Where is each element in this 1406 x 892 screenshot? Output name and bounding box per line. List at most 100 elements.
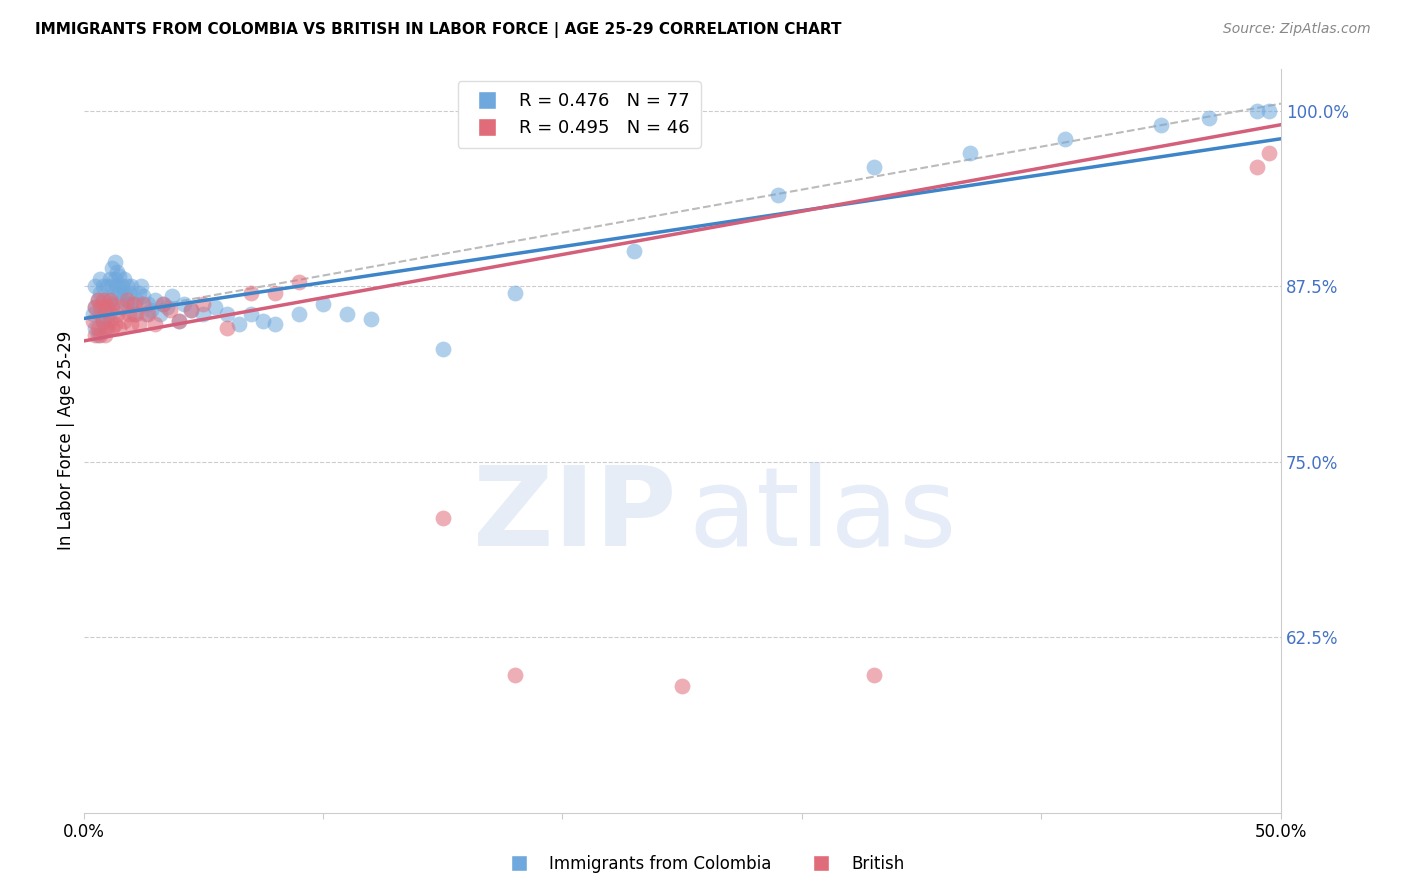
Point: [108, 269, 131, 284]
Text: atlas: atlas: [688, 462, 956, 569]
Point: [288, 307, 311, 321]
Point: [264, 286, 287, 301]
Point: [84, 300, 107, 314]
Point: [623, 244, 645, 259]
Point: [87, 321, 110, 335]
Point: [98, 272, 121, 286]
Point: [122, 307, 145, 321]
Point: [104, 272, 127, 286]
Point: [125, 307, 148, 321]
Point: [96, 314, 118, 328]
Point: [193, 307, 215, 321]
Point: [111, 300, 134, 314]
Point: [959, 145, 981, 160]
Point: [87, 293, 110, 308]
Point: [101, 300, 124, 314]
Point: [217, 307, 239, 321]
Point: [1150, 118, 1173, 132]
Point: [1246, 103, 1268, 118]
Point: [862, 668, 884, 682]
Point: [112, 314, 135, 328]
Text: Source: ZipAtlas.com: Source: ZipAtlas.com: [1223, 22, 1371, 37]
Point: [96, 300, 118, 314]
Point: [111, 279, 134, 293]
Point: [118, 286, 141, 301]
Point: [104, 255, 127, 269]
Point: [101, 279, 124, 293]
Text: IMMIGRANTS FROM COLOMBIA VS BRITISH IN LABOR FORCE | AGE 25-29 CORRELATION CHART: IMMIGRANTS FROM COLOMBIA VS BRITISH IN L…: [35, 22, 842, 38]
Point: [91, 300, 114, 314]
Point: [160, 289, 183, 303]
Point: [120, 317, 142, 331]
Point: [139, 303, 162, 318]
Point: [228, 317, 250, 331]
Point: [503, 286, 526, 301]
Point: [360, 311, 382, 326]
Point: [169, 314, 191, 328]
Point: [94, 321, 117, 335]
Point: [104, 317, 127, 331]
Point: [136, 297, 159, 311]
Point: [111, 293, 134, 308]
Point: [132, 297, 155, 311]
Point: [156, 300, 179, 314]
Point: [120, 279, 142, 293]
Point: [94, 303, 117, 318]
Point: [432, 343, 454, 357]
Point: [91, 293, 114, 308]
Point: [89, 328, 111, 343]
Point: [94, 328, 117, 343]
Point: [180, 303, 202, 318]
Point: [84, 321, 107, 335]
Point: [122, 297, 145, 311]
Point: [862, 160, 884, 174]
Point: [89, 307, 111, 321]
Point: [125, 293, 148, 308]
Point: [115, 297, 138, 311]
Point: [82, 307, 104, 321]
Point: [98, 293, 121, 308]
Point: [115, 293, 138, 308]
Legend: R = 0.476   N = 77, R = 0.495   N = 46: R = 0.476 N = 77, R = 0.495 N = 46: [458, 81, 700, 148]
Point: [96, 321, 118, 335]
Point: [143, 317, 166, 331]
Point: [112, 286, 135, 301]
Point: [159, 303, 181, 318]
Point: [108, 286, 131, 301]
Point: [1246, 160, 1268, 174]
Point: [84, 300, 107, 314]
Point: [87, 328, 110, 343]
Point: [89, 300, 111, 314]
Point: [217, 321, 239, 335]
Point: [104, 286, 127, 301]
Point: [1258, 145, 1281, 160]
Point: [84, 279, 107, 293]
Point: [1258, 103, 1281, 118]
Point: [152, 297, 174, 311]
Point: [115, 279, 138, 293]
Point: [336, 307, 359, 321]
Point: [193, 297, 215, 311]
Point: [169, 314, 191, 328]
Y-axis label: In Labor Force | Age 25-29: In Labor Force | Age 25-29: [58, 331, 75, 550]
Point: [766, 188, 789, 202]
Point: [173, 297, 195, 311]
Point: [132, 289, 155, 303]
Text: ZIP: ZIP: [472, 462, 676, 569]
Point: [105, 307, 128, 321]
Point: [91, 314, 114, 328]
Point: [101, 260, 124, 275]
Point: [89, 272, 111, 286]
Point: [180, 303, 202, 318]
Point: [91, 279, 114, 293]
Point: [128, 317, 150, 331]
Point: [84, 328, 107, 343]
Point: [129, 279, 152, 293]
Point: [108, 321, 131, 335]
Point: [98, 314, 121, 328]
Point: [105, 279, 128, 293]
Point: [149, 307, 172, 321]
Point: [94, 293, 117, 308]
Point: [252, 314, 274, 328]
Point: [118, 307, 141, 321]
